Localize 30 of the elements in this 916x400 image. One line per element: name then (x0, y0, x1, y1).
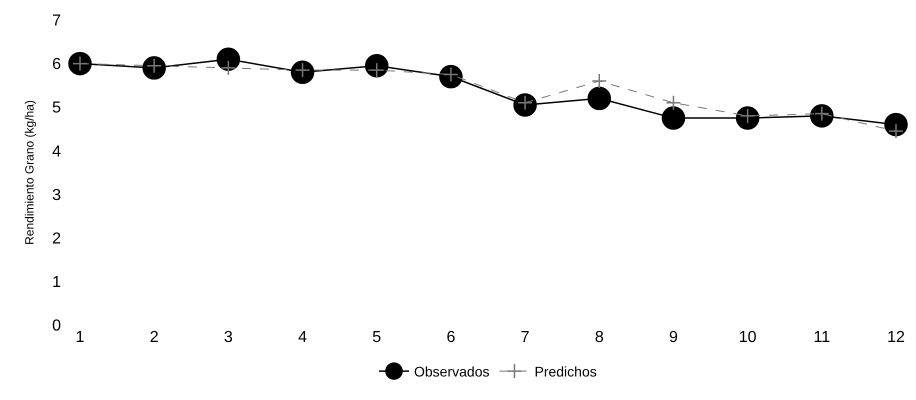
y-tick-label: 5 (52, 100, 62, 117)
x-tick-label: 4 (298, 329, 308, 346)
point (216, 47, 240, 71)
x-tick-label: 6 (446, 329, 456, 346)
x-tick-label: 12 (887, 329, 905, 346)
y-tick-label: 4 (52, 143, 62, 160)
point (592, 73, 608, 89)
x-tick-label: 2 (150, 329, 159, 346)
point (220, 60, 236, 76)
x-tick-label: 8 (594, 329, 604, 346)
x-tick-label: 10 (738, 329, 757, 346)
point (666, 95, 682, 111)
y-tick-label: 7 (52, 12, 62, 30)
point (588, 86, 612, 110)
legend-label: Predichos (534, 364, 597, 380)
y-tick-label: 0 (52, 318, 62, 335)
y-tick-label: 6 (52, 56, 62, 74)
point (142, 56, 166, 80)
y-tick-label: 2 (52, 230, 62, 248)
x-tick-label: 7 (520, 329, 530, 346)
y-axis-title: Rendimiento Grano (kg/ha) (22, 100, 36, 245)
x-tick-label: 1 (76, 329, 85, 346)
y-tick-label: 3 (52, 186, 62, 204)
x-tick-label: 11 (814, 329, 830, 346)
point (662, 106, 686, 130)
x-tick-label: 9 (668, 329, 678, 346)
x-tick-label: 5 (372, 329, 382, 346)
x-tick-label: 3 (224, 329, 233, 346)
legend-label: Observados (414, 364, 490, 380)
y-tick-label: 1 (52, 274, 62, 292)
